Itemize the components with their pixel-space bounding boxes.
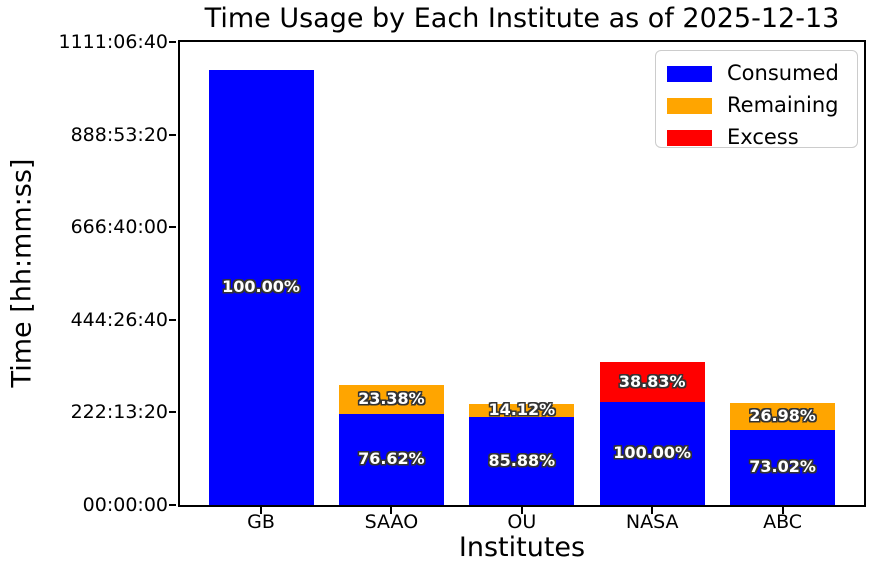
y-axis-label: Time [hh:mm:ss]	[6, 158, 38, 388]
bar-saao-remaining	[338, 385, 444, 414]
bar-abc-consumed	[730, 429, 836, 505]
x-tick-mark	[260, 507, 262, 514]
x-tick-mark	[651, 507, 654, 514]
y-tick-label: 444:26:40	[70, 308, 168, 331]
bar-nasa-excess	[599, 362, 705, 402]
y-tick-label: 888:53:20	[70, 123, 168, 146]
bar-nasa-consumed	[599, 401, 705, 505]
bar-label-ou-remaining: 14.12%	[488, 400, 556, 420]
y-tick-mark	[169, 318, 176, 321]
legend-item-consumed: Consumed	[667, 60, 857, 87]
y-tick-mark	[169, 504, 176, 506]
bar-label-nasa-excess: 38.83%	[618, 372, 686, 392]
bar-label-saao-remaining: 23.38%	[358, 389, 425, 409]
x-tick-mark	[781, 507, 784, 514]
x-tick-label-abc: ABC	[763, 511, 803, 533]
x-tick-label-ou: OU	[507, 511, 537, 533]
chart-title: Time Usage by Each Institute as of 2025-…	[204, 3, 840, 34]
legend-swatch-consumed	[667, 65, 712, 82]
x-tick-mark	[520, 507, 523, 514]
bar-label-gb-consumed: 100.00%	[222, 277, 300, 297]
y-tick-mark	[169, 411, 176, 414]
legend-label-excess: Excess	[727, 125, 799, 149]
legend-item-remaining: Remaining	[667, 92, 857, 119]
legend-item-excess: Excess	[667, 124, 857, 151]
y-tick-mark	[169, 133, 176, 136]
x-tick-label-saao: SAAO	[364, 511, 419, 533]
y-tick-mark	[169, 226, 176, 229]
bar-label-abc-remaining: 26.98%	[749, 406, 816, 426]
y-tick-label: 00:00:00	[82, 494, 168, 516]
y-tick-label: 666:40:00	[70, 216, 168, 239]
bar-gb-consumed	[208, 69, 314, 505]
x-axis-label: Institutes	[458, 532, 586, 563]
legend-swatch-excess	[667, 129, 712, 146]
bar-label-abc-consumed: 73.02%	[749, 457, 816, 477]
y-tick-label: 1111:06:40	[58, 31, 168, 53]
bar-layer: 100.00% 76.62% 23.38% 85.88% 14.12% 100.00% 38…	[180, 42, 864, 505]
x-tick-label-gb: GB	[247, 511, 275, 533]
legend-label-consumed: Consumed	[727, 61, 839, 85]
bar-saao-consumed	[338, 413, 444, 505]
legend-label-remaining: Remaining	[727, 93, 839, 117]
y-tick-label: 222:13:20	[70, 401, 168, 424]
legend-swatch-remaining	[667, 97, 712, 114]
x-tick-label-nasa: NASA	[625, 511, 679, 533]
bar-label-nasa-consumed: 100.00%	[613, 443, 692, 463]
bar-label-saao-consumed: 76.62%	[358, 449, 425, 469]
x-tick-mark	[390, 507, 393, 514]
bar-abc-remaining	[730, 402, 836, 430]
bar-ou-remaining	[469, 403, 575, 417]
bar-label-ou-consumed: 85.88%	[488, 450, 556, 470]
bar-ou-consumed	[469, 416, 575, 505]
legend: Consumed Remaining Excess	[655, 50, 858, 151]
y-tick-mark	[169, 41, 176, 43]
